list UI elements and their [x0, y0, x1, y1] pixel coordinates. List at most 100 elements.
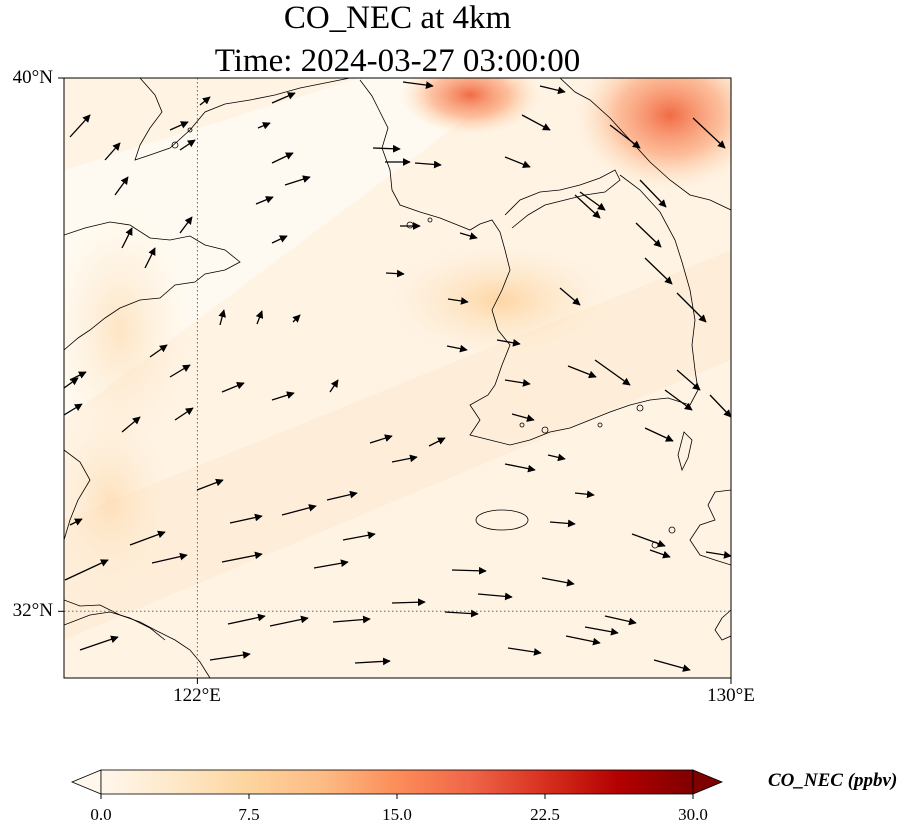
wind-arrow: [79, 635, 119, 651]
wind-arrow: [504, 156, 531, 169]
wind-arrow: [281, 504, 317, 516]
wind-arrow: [121, 416, 141, 433]
wind-arrow: [284, 175, 311, 186]
colorbar-tick-label: 7.5: [238, 805, 260, 824]
wind-arrow: [414, 160, 442, 169]
wind-arrow: [574, 490, 595, 499]
wind-arrow: [271, 391, 295, 401]
wind-arrow: [69, 114, 91, 138]
wind-arrow: [64, 559, 109, 581]
wind-vectors: [64, 81, 731, 672]
co-enhancement: [64, 410, 170, 590]
wind-arrow: [705, 551, 731, 559]
wind-arrow: [313, 559, 349, 569]
wind-arrow: [64, 403, 83, 416]
wind-arrow: [64, 377, 79, 389]
wind-arrow: [255, 196, 274, 205]
wind-arrow: [541, 577, 575, 587]
lon-label-130: 130°E: [707, 685, 755, 706]
wind-arrow: [446, 344, 468, 353]
wind-arrow: [104, 142, 121, 161]
wind-arrow: [151, 552, 188, 564]
wind-arrow: [496, 338, 521, 347]
wind-arrow: [676, 292, 707, 323]
wind-arrow: [428, 437, 446, 447]
wind-arrow: [255, 310, 264, 325]
wind-arrow: [565, 635, 601, 646]
wind-arrow: [271, 92, 296, 104]
co-enhancement: [390, 245, 610, 355]
wind-arrow: [369, 434, 393, 444]
wind-arrow: [332, 615, 371, 624]
wind-arrow: [459, 232, 478, 240]
wind-arrow: [511, 413, 535, 422]
wind-arrow: [342, 531, 376, 541]
co-field-band: [64, 250, 731, 640]
wind-arrow: [129, 530, 166, 546]
wind-arrow: [644, 427, 674, 442]
chart-title-line2: Time: 2024-03-27 03:00:00: [214, 43, 581, 79]
chart-title-line1: CO_NEC at 4km: [283, 0, 512, 36]
co-enhancement: [64, 210, 190, 450]
wind-arrow: [539, 85, 566, 95]
wind-arrow: [567, 365, 597, 379]
wind-arrow: [635, 222, 662, 248]
wind-arrow: [402, 81, 434, 89]
wind-arrow: [196, 478, 224, 491]
wind-arrow: [149, 344, 168, 358]
wind-arrow: [209, 651, 251, 661]
wind-arrow: [559, 287, 581, 306]
coastlines: [64, 78, 731, 678]
colorbar-tick-label: 0.0: [90, 805, 112, 824]
wind-arrow: [604, 615, 637, 626]
wind-arrow: [477, 592, 513, 601]
wind-arrow: [444, 609, 479, 618]
wind-arrow: [329, 379, 339, 393]
wind-arrow: [169, 121, 189, 131]
wind-arrow: [676, 369, 701, 391]
wind-arrow: [179, 139, 196, 151]
wind-arrow: [709, 394, 731, 418]
wind-arrow: [69, 518, 83, 526]
wind-arrow: [326, 490, 358, 501]
wind-arrow: [574, 194, 601, 219]
wind-arrow: [121, 227, 133, 249]
lat-label-40: 40°N: [12, 67, 53, 88]
lon-label-122: 122°E: [173, 685, 221, 706]
wind-arrow: [549, 519, 576, 528]
wind-arrow: [218, 309, 226, 326]
wind-arrow: [521, 114, 551, 131]
wind-arrow: [451, 566, 487, 575]
wind-arrow: [271, 152, 294, 164]
wind-arrow: [639, 179, 667, 208]
wind-arrow: [199, 96, 211, 106]
wind-arrow: [653, 659, 691, 672]
wind-arrow: [179, 216, 193, 234]
co-hotspot: [400, 78, 540, 135]
colorbar-tick-label: 15.0: [382, 805, 412, 824]
wind-arrow: [547, 453, 566, 462]
wind-arrow: [372, 144, 401, 153]
wind-arrow: [579, 191, 606, 211]
wind-arrow: [269, 615, 309, 627]
wind-arrow: [584, 626, 619, 636]
wind-arrow: [609, 124, 641, 149]
colorbar-label: CO_NEC (ppbv): [768, 770, 898, 791]
wind-arrow: [504, 463, 536, 473]
wind-arrow: [257, 122, 271, 130]
wind-arrow: [649, 549, 671, 559]
wind-arrow: [354, 657, 391, 666]
wind-arrow: [229, 513, 263, 524]
map-plot-area: [64, 78, 731, 678]
wind-arrow: [221, 382, 245, 393]
wind-arrow: [169, 364, 191, 378]
wind-arrow: [447, 297, 469, 305]
wind-arrow: [594, 359, 631, 386]
wind-arrow: [69, 371, 87, 381]
colorbar-tick-label: 22.5: [530, 805, 560, 824]
wind-arrow: [664, 389, 693, 411]
lat-label-32: 32°N: [12, 600, 53, 621]
wind-arrow: [114, 176, 129, 196]
wind-arrow: [391, 598, 426, 607]
wind-arrow: [644, 257, 673, 285]
